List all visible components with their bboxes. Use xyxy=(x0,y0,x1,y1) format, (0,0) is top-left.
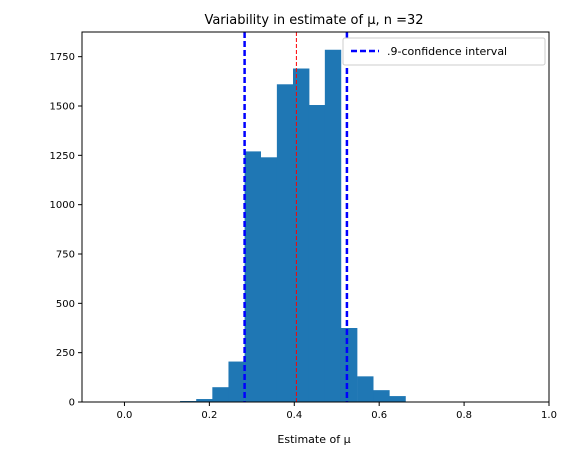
histogram-bar xyxy=(292,68,310,403)
y-tick-label: 750 xyxy=(56,250,75,261)
histogram-bar xyxy=(389,396,406,402)
histogram-bar xyxy=(324,49,342,402)
y-tick-label: 0 xyxy=(69,398,75,409)
x-tick-label: 0.0 xyxy=(117,410,133,421)
x-tick-label: 0.2 xyxy=(201,410,217,421)
histogram-bar xyxy=(308,105,326,402)
y-tick-label: 1750 xyxy=(50,52,75,63)
legend-box xyxy=(342,37,546,66)
x-tick-label: 0.4 xyxy=(286,410,302,421)
histogram-bar xyxy=(244,151,261,402)
histogram-bar xyxy=(196,399,213,402)
x-axis-label: Estimate of μ xyxy=(277,433,350,446)
y-tick-label: 250 xyxy=(56,348,75,359)
legend: .9-confidence interval xyxy=(342,37,546,66)
legend-entry-confidence-interval: .9-confidence interval xyxy=(387,45,507,58)
histogram-bar xyxy=(228,361,245,402)
x-tick-label: 0.6 xyxy=(371,410,387,421)
histogram-bar xyxy=(340,328,358,402)
histogram-bar xyxy=(260,157,278,402)
reference-lines xyxy=(243,32,349,402)
chart-title: Variability in estimate of μ, n =32 xyxy=(204,13,423,28)
histogram-bar xyxy=(276,84,294,402)
y-tick-label: 1000 xyxy=(50,200,75,211)
y-tick-label: 1500 xyxy=(50,102,75,113)
x-tick-label: 0.8 xyxy=(456,410,472,421)
histogram-bars xyxy=(180,49,406,403)
histogram-bar xyxy=(373,390,390,402)
plot-frame xyxy=(81,31,550,403)
histogram-bar xyxy=(357,376,374,402)
y-tick-label: 500 xyxy=(56,299,75,310)
x-axis-ticks: 0.0 0.2 0.4 0.6 0.8 1.0 xyxy=(117,402,557,421)
histogram-bar xyxy=(212,387,229,402)
x-tick-label: 1.0 xyxy=(541,410,557,421)
y-axis-ticks: 0 250 500 750 1000 1250 1500 1750 xyxy=(50,52,82,409)
y-tick-label: 1250 xyxy=(50,151,75,162)
